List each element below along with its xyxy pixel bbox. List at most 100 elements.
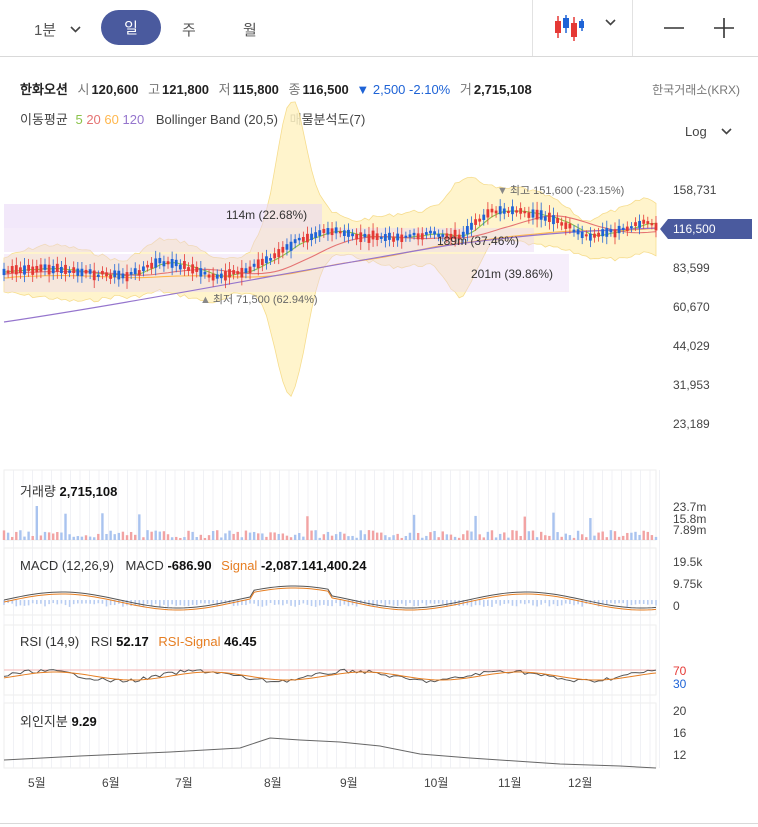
macd-histogram-bar — [355, 600, 358, 607]
macd-histogram-bar — [511, 600, 514, 606]
volume-bar — [183, 537, 186, 540]
macd-histogram-bar — [3, 600, 5, 605]
macd-histogram-bar — [359, 600, 362, 604]
volume-label: 거래량 — [20, 484, 56, 499]
macd-histogram-bar — [634, 600, 637, 605]
candle — [420, 233, 424, 240]
volume-bar — [556, 532, 559, 540]
candle — [617, 225, 621, 234]
macd-histogram-bar — [482, 600, 485, 607]
macd-histogram-bar — [651, 600, 653, 605]
volume-profile-label: 매물분석도(7) — [289, 112, 366, 127]
macd-histogram-bar — [564, 600, 567, 604]
volume-bar — [68, 534, 71, 540]
candle — [76, 268, 80, 276]
quote-summary: 한화오션 시 120,600 고 121,800 저 115,800 종 116,500… — [20, 79, 532, 98]
volume-bar — [437, 537, 440, 540]
candle — [621, 227, 625, 230]
macd-histogram-bar — [507, 600, 510, 604]
close-label: 종 — [288, 82, 301, 97]
volume-bar — [240, 537, 244, 540]
candle — [470, 222, 473, 230]
macd-histogram-bar — [179, 600, 182, 606]
candle — [646, 221, 650, 224]
macd-histogram-bar — [183, 600, 186, 606]
macd-histogram-bar — [646, 600, 649, 605]
volume-bar — [6, 532, 10, 540]
tab-month[interactable]: 월 — [243, 19, 257, 40]
chart-type-button[interactable] — [550, 10, 620, 46]
volume-bar — [634, 531, 637, 540]
macd-histogram-bar — [146, 600, 149, 604]
macd-histogram-bar — [581, 600, 583, 607]
candle — [597, 232, 600, 237]
scale-select[interactable]: Log — [685, 124, 732, 139]
candle — [642, 219, 646, 224]
macd-histogram-bar — [380, 600, 383, 604]
candle — [613, 229, 617, 238]
macd-histogram-bar — [601, 600, 604, 605]
candle — [137, 270, 141, 276]
volume-bar — [23, 536, 26, 540]
macd-histogram-bar — [109, 600, 112, 606]
zoom-in-button[interactable] — [710, 14, 738, 42]
volume-bar — [519, 535, 522, 540]
candle — [60, 266, 63, 274]
macd-histogram-bar — [298, 600, 301, 605]
volume-bar — [384, 535, 387, 540]
volume-value: 2,715,108 — [473, 82, 532, 97]
volume-bar — [310, 530, 313, 540]
ma-period-60: 60 — [104, 112, 119, 127]
candle — [10, 266, 14, 274]
candle — [408, 234, 412, 238]
volume-bar — [527, 531, 531, 540]
candle — [191, 264, 195, 274]
macd-histogram-bar — [552, 600, 555, 605]
indicator-legend[interactable]: 이동평균 5 20 60 120 Bollinger Band (20,5) 매… — [20, 109, 365, 128]
macd-histogram-bar — [195, 600, 198, 606]
macd-histogram-bar — [532, 600, 534, 606]
tab-day[interactable]: 일 — [101, 10, 161, 45]
volume-bar — [482, 537, 485, 540]
ma-period-5: 5 — [75, 112, 83, 127]
candle — [404, 235, 408, 238]
candle — [629, 226, 633, 229]
macd-histogram-bar — [478, 600, 481, 606]
macd-histogram-bar — [622, 600, 624, 604]
macd-histogram-bar — [163, 600, 165, 605]
low-label: 저 — [218, 82, 231, 97]
candle — [19, 267, 22, 274]
volume-bar — [593, 535, 596, 540]
macd-histogram-bar — [630, 600, 633, 606]
candle — [23, 265, 26, 275]
zoom-out-button[interactable] — [660, 14, 688, 42]
tab-week[interactable]: 주 — [182, 19, 196, 40]
macd-histogram-bar — [470, 600, 473, 607]
macd-histogram-bar — [282, 600, 284, 606]
macd-histogram-bar — [593, 600, 596, 604]
foreign-ownership-line — [3, 737, 657, 769]
macd-histogram-bar — [446, 600, 448, 607]
close-value: 116,500 — [302, 82, 349, 97]
foreign-label: 외인지분 — [20, 714, 68, 729]
macd-histogram-bar — [11, 600, 14, 604]
rsi-signal-line — [3, 671, 657, 681]
macd-histogram-bar — [31, 600, 34, 604]
candle — [379, 236, 383, 239]
volume-bar — [43, 531, 47, 540]
candle — [429, 230, 432, 234]
candle — [285, 244, 289, 250]
volume-y-tick: 23.7m — [673, 500, 707, 514]
volume-bar — [248, 532, 252, 540]
macd-histogram-bar — [556, 600, 559, 607]
x-tick: 11월 — [498, 776, 522, 790]
tab-week-label: 주 — [182, 22, 196, 39]
candle — [129, 272, 133, 275]
candle — [334, 227, 338, 234]
volume-bar — [498, 533, 502, 540]
macd-histogram-bar — [118, 600, 120, 604]
interval-select[interactable]: 1분 — [34, 19, 81, 40]
macd-histogram-bar — [384, 600, 387, 607]
macd-histogram-bar — [503, 600, 506, 605]
candle — [6, 270, 10, 274]
